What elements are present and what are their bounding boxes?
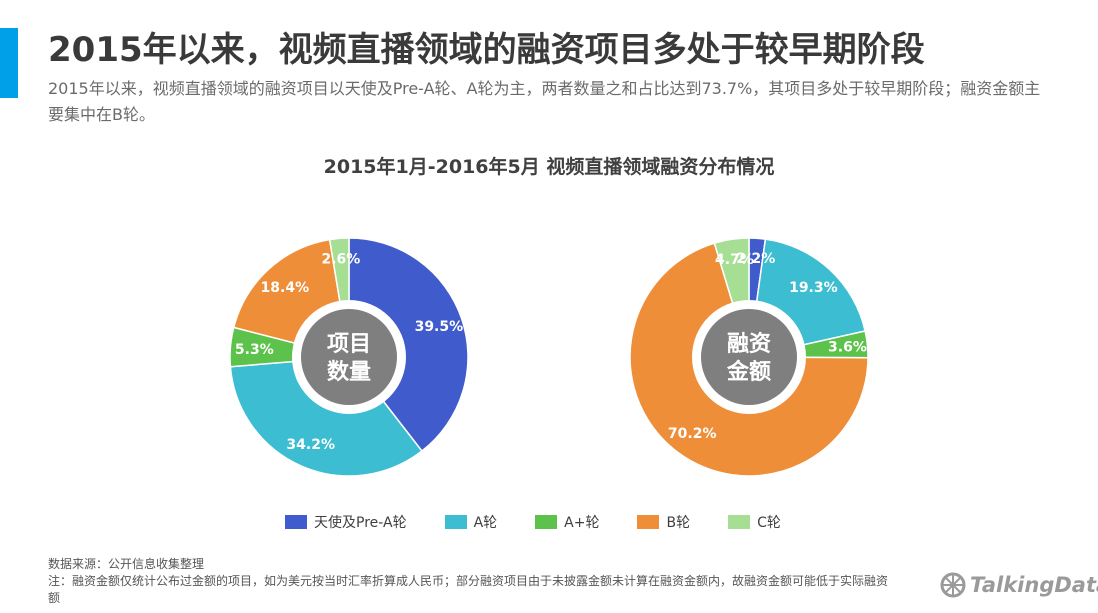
data-label-0-0: 39.5% xyxy=(415,319,464,335)
donut-center-label-0-1: 数量 xyxy=(327,359,371,385)
chart-title: 2015年1月-2016年5月 视频直播领域融资分布情况 xyxy=(323,156,775,178)
talkingdata-logo-icon xyxy=(940,572,966,598)
talkingdata-logo: TalkingData xyxy=(940,572,1098,598)
legend-item-0: 天使及Pre-A轮 xyxy=(285,512,407,532)
donut-center-1 xyxy=(701,309,797,405)
donut-center-label-1-1: 金额 xyxy=(726,359,771,385)
donut-center-0 xyxy=(301,309,397,405)
data-label-1-4: 4.7% xyxy=(715,252,754,268)
chart-legend: 天使及Pre-A轮 A轮 A+轮 B轮 C轮 xyxy=(285,512,781,532)
data-label-1-0: 2.2% xyxy=(736,251,775,267)
legend-item-1: A轮 xyxy=(444,512,498,532)
legend-item-2: A+轮 xyxy=(535,512,599,532)
legend-swatch-1 xyxy=(444,515,467,529)
data-label-1-2: 3.6% xyxy=(828,339,867,355)
data-label-1-3: 70.2% xyxy=(668,426,717,442)
data-label-0-1: 34.2% xyxy=(286,437,335,453)
footnote: 数据来源：公开信息收集整理 注：融资金额仅统计公布过金额的项目，如为美元按当时汇… xyxy=(48,556,888,607)
legend-label-3: B轮 xyxy=(666,515,691,531)
donut-center-label-1-0: 融资 xyxy=(727,332,771,357)
legend-item-3: B轮 xyxy=(637,512,690,532)
page-subtitle: 2015年以来，视频直播领域的融资项目以天使及Pre-A轮、A轮为主，两者数量之… xyxy=(48,79,1041,124)
logo-text: TalkingData xyxy=(970,573,1098,597)
legend-swatch-4 xyxy=(728,515,751,529)
legend-label-2: A+轮 xyxy=(564,515,600,531)
legend-label-4: C轮 xyxy=(757,515,781,531)
data-label-0-2: 5.3% xyxy=(235,342,274,358)
data-label-0-4: 2.6% xyxy=(322,251,361,267)
pie-slice-0-0 xyxy=(348,237,469,453)
legend-swatch-2 xyxy=(535,515,558,529)
page-title: 2015年以来，视频直播领域的融资项目多处于较早期阶段 xyxy=(48,30,925,70)
footnote-note: 注：融资金额仅统计公布过金额的项目，如为美元按当时汇率折算成人民币；部分融资项目… xyxy=(48,574,889,605)
data-label-0-3: 18.4% xyxy=(261,280,310,296)
legend-item-4: C轮 xyxy=(728,512,781,532)
pie-slice-0-1 xyxy=(229,356,423,477)
legend-swatch-0 xyxy=(285,515,307,529)
donut-chart-funding-amount: 融资金额 2.2% 19.3% 3.6% 70.2% 4.7% xyxy=(629,237,869,477)
legend-label-1: A轮 xyxy=(473,515,498,531)
donut-center-label-0-0: 项目 xyxy=(327,332,371,357)
footnote-source: 数据来源：公开信息收集整理 xyxy=(48,557,205,571)
legend-swatch-3 xyxy=(637,515,660,529)
data-label-1-1: 19.3% xyxy=(789,280,838,296)
legend-label-0: 天使及Pre-A轮 xyxy=(314,515,407,531)
title-accent-bar xyxy=(0,28,18,98)
